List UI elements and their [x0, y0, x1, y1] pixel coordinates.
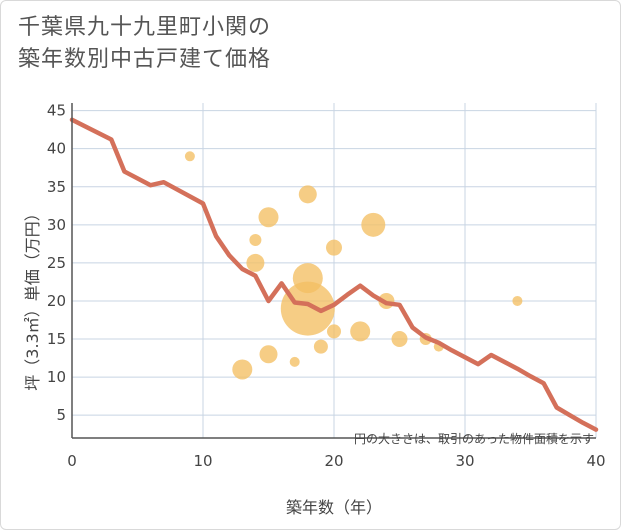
- x-tick-label-30: 30: [455, 452, 474, 470]
- x-axis-label: 築年数（年）: [286, 498, 382, 517]
- x-tick-label-20: 20: [324, 452, 343, 470]
- bubble-point-4: [249, 234, 262, 247]
- x-tick-label-10: 10: [193, 452, 212, 470]
- bubble-point-2: [232, 359, 253, 380]
- bubble-point-6: [259, 345, 278, 364]
- bubble-point-13: [327, 324, 341, 339]
- y-tick-label-35: 35: [47, 178, 66, 196]
- bubble-point-1: [184, 151, 195, 162]
- y-tick-label-45: 45: [47, 102, 66, 120]
- bubble-point-10: [280, 281, 335, 336]
- y-tick-label-20: 20: [47, 292, 66, 310]
- y-tick-label-5: 5: [56, 406, 66, 424]
- bubble-point-7: [289, 356, 300, 367]
- bubble-point-14: [350, 321, 371, 342]
- y-tick-label-25: 25: [47, 254, 66, 272]
- trend-line-layer: [69, 117, 599, 432]
- y-tick-label-15: 15: [47, 330, 66, 348]
- bubble-point-5: [258, 207, 279, 228]
- grid-layer: [72, 103, 597, 438]
- chart-title: 千葉県九十九里町小関の 築年数別中古戸建て価格: [18, 12, 498, 76]
- bubble-point-17: [391, 331, 408, 348]
- x-tick-label-0: 0: [67, 452, 77, 470]
- bubble-point-3: [246, 253, 265, 272]
- y-tick-label-40: 40: [47, 140, 66, 158]
- axis-layer: 5 10 15 20 25 30 35 40 45 0 10 20 30 40: [47, 102, 606, 470]
- bubble-size-note: 円の大きさは、取引のあった物件面積を示す: [354, 431, 594, 446]
- y-axis-label: 坪（3.3㎡）単価（万円）: [23, 205, 42, 390]
- bubble-point-12: [326, 239, 342, 256]
- bubble-point-8: [298, 185, 317, 204]
- bubble-point-11: [313, 339, 328, 354]
- chart-title-line2: 築年数別中古戸建て価格: [18, 47, 272, 72]
- bubble-point-20: [512, 295, 523, 306]
- bubble-point-15: [361, 212, 386, 237]
- trend-line: [69, 117, 599, 432]
- x-tick-label-40: 40: [586, 452, 605, 470]
- y-tick-label-30: 30: [47, 216, 66, 234]
- chart-title-line1: 千葉県九十九里町小関の: [18, 15, 272, 40]
- y-tick-label-10: 10: [47, 368, 66, 386]
- bubble-layer: [184, 151, 523, 380]
